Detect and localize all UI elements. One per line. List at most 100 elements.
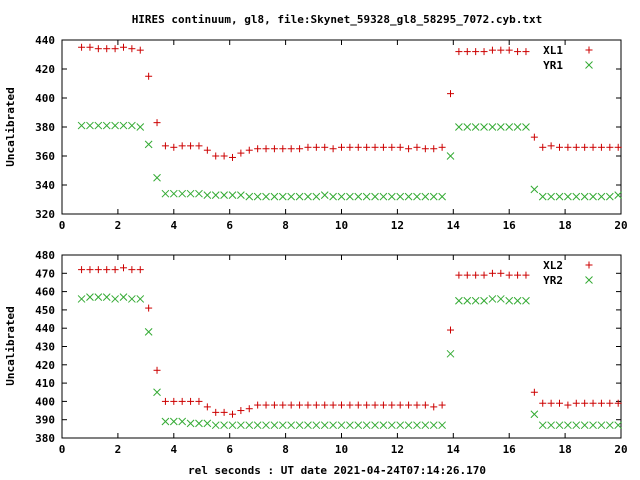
point-yr1-stroke-b (605, 192, 614, 201)
point-yr2 (505, 296, 514, 305)
point-yr1 (178, 189, 187, 198)
point-yr2-stroke-b (538, 421, 547, 430)
point-xl2 (94, 266, 102, 274)
point-xl1 (270, 145, 278, 153)
point-xl2 (354, 401, 362, 409)
point-xl2 (438, 401, 446, 409)
point-yr1-stroke-b (371, 192, 379, 201)
point-yr2-stroke-b (144, 328, 153, 336)
point-yr2 (605, 421, 614, 430)
point-yr2-stroke-b (245, 421, 254, 430)
point-yr1 (161, 189, 170, 198)
point-xl2 (614, 399, 622, 407)
point-yr2-stroke-b (220, 421, 228, 430)
point-yr2-stroke-b (295, 421, 304, 430)
point-yr1 (471, 123, 480, 131)
point-xl2 (203, 403, 211, 411)
point-xl1 (522, 48, 530, 56)
point-yr2-stroke-b (329, 421, 337, 430)
point-yr2 (564, 421, 572, 430)
point-yr2-stroke-b (94, 293, 103, 301)
x-tick-label-top: 14 (447, 219, 461, 232)
point-xl2 (212, 408, 220, 416)
point-yr2 (228, 421, 237, 430)
point-yr1 (463, 123, 472, 131)
point-xl2 (262, 401, 270, 409)
point-xl2 (388, 401, 396, 409)
point-yr2-stroke-b (463, 296, 472, 305)
point-xl2 (296, 401, 304, 409)
point-yr2-stroke-b (564, 421, 572, 430)
legend-label-xl2: XL2 (543, 259, 563, 272)
point-yr1 (278, 192, 287, 201)
point-yr1-stroke-b (128, 121, 136, 130)
legend-marker-xl2 (585, 261, 593, 269)
point-xl2 (161, 397, 169, 405)
point-yr1-stroke-b (346, 192, 354, 201)
point-yr2-stroke-b (597, 421, 606, 430)
y-tick-label-bottom: 380 (35, 432, 55, 445)
point-yr1-stroke-b (153, 173, 161, 182)
y-tick-label-bottom: 480 (35, 249, 55, 262)
point-xl2 (287, 401, 295, 409)
point-yr1-stroke-b (320, 191, 329, 200)
point-yr1 (119, 121, 128, 130)
point-xl1 (346, 143, 354, 151)
y-tick-label-top: 380 (35, 121, 55, 134)
point-xl2 (472, 271, 480, 279)
point-yr1 (169, 189, 178, 198)
x-tick-label-top: 18 (558, 219, 571, 232)
point-yr1-stroke-b (496, 123, 505, 131)
point-xl2 (279, 401, 287, 409)
point-xl1 (287, 145, 295, 153)
point-yr1 (538, 192, 547, 201)
point-yr2-stroke-b (161, 417, 170, 426)
point-yr1-stroke-b (337, 192, 346, 201)
point-yr2-stroke-b (128, 295, 136, 303)
point-yr2-stroke-b (572, 421, 581, 430)
point-yr2 (329, 421, 337, 430)
point-yr1 (580, 192, 589, 201)
point-yr2-stroke-b (371, 421, 379, 430)
point-yr1 (312, 192, 321, 201)
point-yr2 (161, 417, 170, 426)
point-yr1-stroke-b (446, 152, 455, 160)
point-yr2-stroke-b (429, 421, 438, 430)
point-xl2 (304, 401, 312, 409)
point-xl2 (270, 401, 278, 409)
point-yr2 (614, 421, 623, 430)
point-yr2-stroke-b (480, 296, 488, 305)
point-xl2 (514, 271, 522, 279)
point-yr1-stroke-b (237, 191, 245, 200)
point-yr1 (413, 192, 421, 201)
point-yr2-stroke-b (438, 421, 446, 430)
legend-marker-yr2 (585, 276, 593, 284)
point-yr1 (396, 192, 405, 201)
x-tick-label-bottom: 6 (226, 443, 233, 456)
point-yr2 (455, 296, 463, 305)
point-xl1 (497, 46, 505, 54)
point-xl2 (178, 397, 186, 405)
point-yr2 (237, 421, 245, 430)
point-xl1 (547, 142, 555, 150)
point-yr2-stroke-b (346, 421, 354, 430)
point-xl2 (379, 401, 387, 409)
point-yr2-stroke-b (614, 421, 623, 430)
x-tick-label-bottom: 10 (335, 443, 348, 456)
point-xl2 (488, 269, 496, 277)
x-tick-label-top: 6 (226, 219, 233, 232)
point-yr1 (555, 192, 564, 201)
point-yr2-stroke-b (111, 295, 119, 303)
point-xl2 (606, 399, 614, 407)
x-tick-label-bottom: 18 (558, 443, 571, 456)
point-xl1 (438, 143, 446, 151)
point-yr1-stroke-b (186, 189, 195, 198)
point-yr1 (371, 192, 379, 201)
point-yr2 (589, 421, 597, 430)
point-xl1 (78, 43, 86, 51)
y-axis-label-bottom: Uncalibrated (4, 306, 17, 385)
point-yr2 (203, 419, 212, 428)
x-tick-label-bottom: 20 (614, 443, 627, 456)
point-xl1 (371, 143, 379, 151)
point-xl2 (329, 401, 337, 409)
